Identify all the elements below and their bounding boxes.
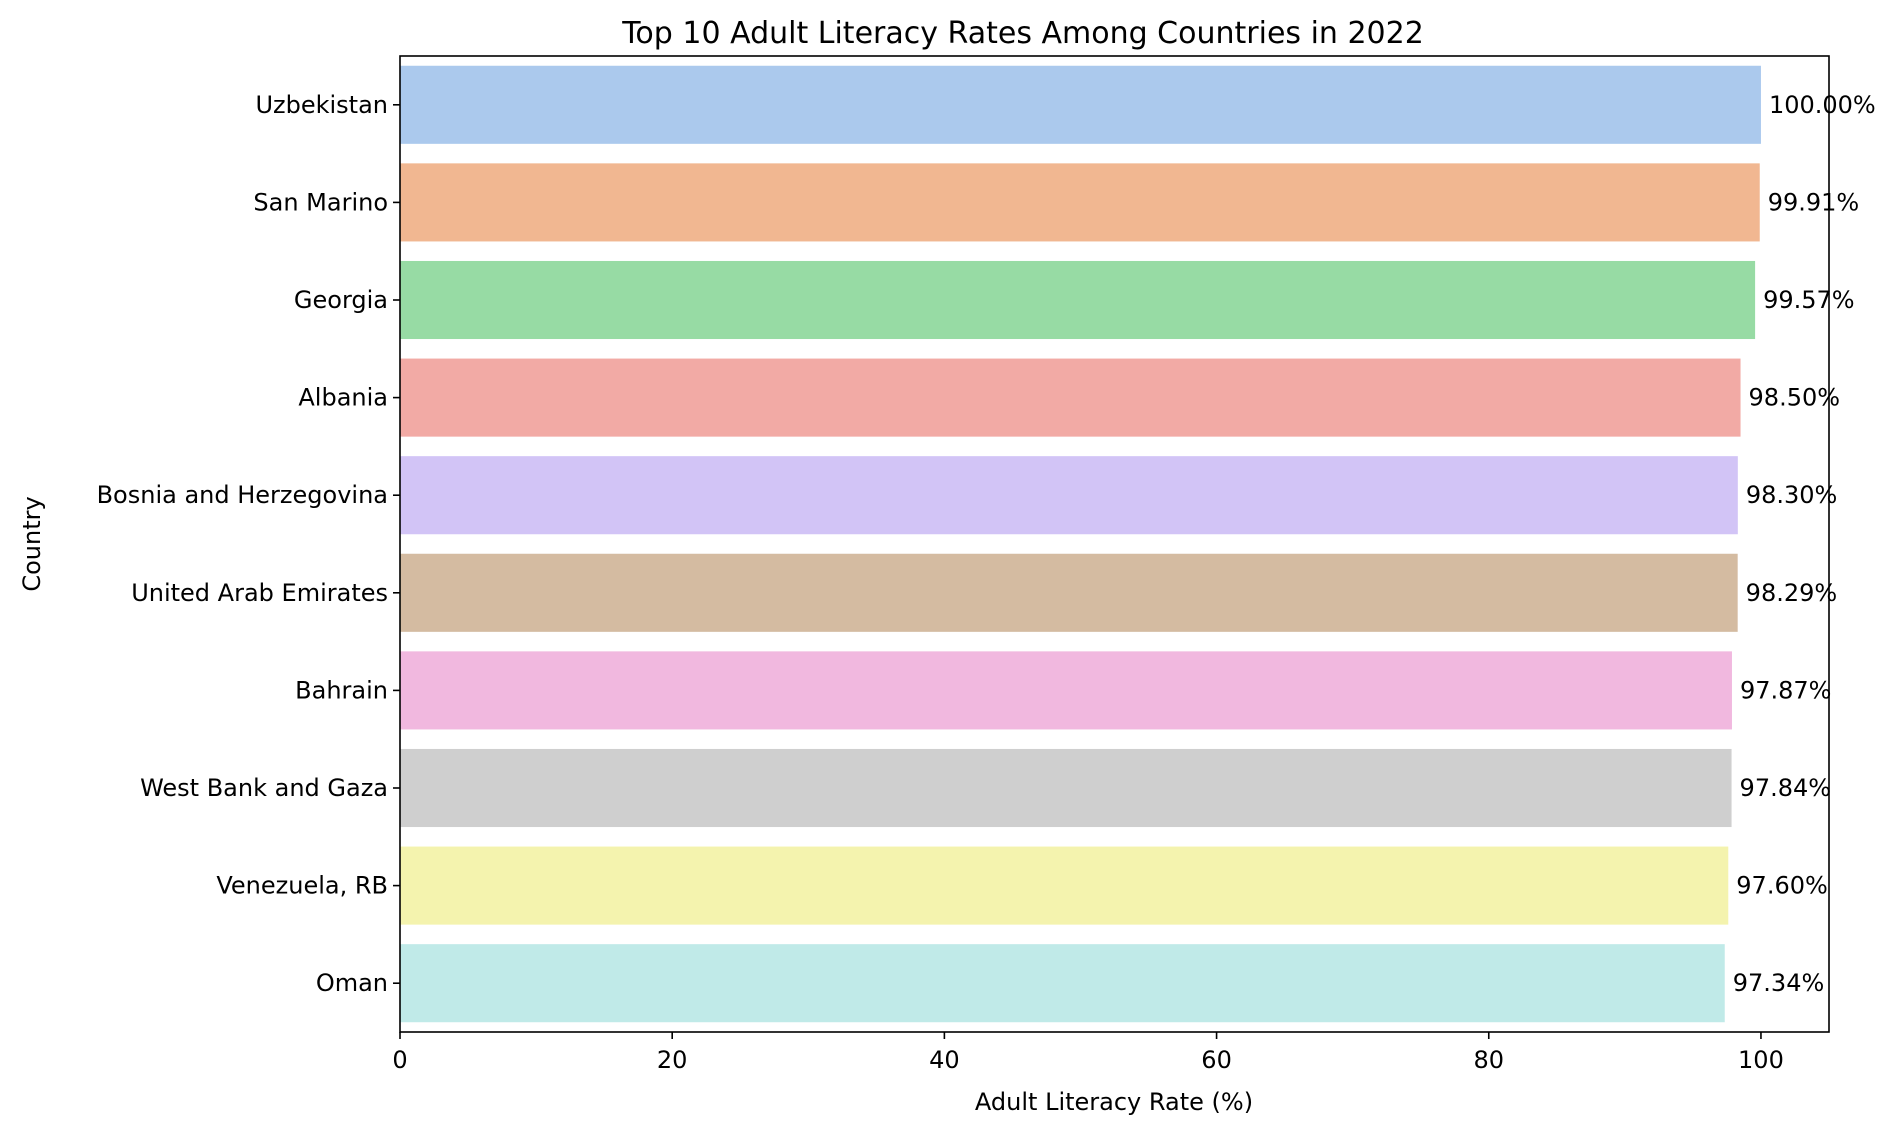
- data-label: 97.34%: [1733, 969, 1825, 997]
- x-ticks: 0 20 40 60 80 100: [392, 1032, 1784, 1074]
- data-label: 97.87%: [1740, 676, 1832, 704]
- bar-bahrain: [400, 651, 1732, 730]
- data-label: 99.91%: [1768, 188, 1860, 216]
- plot-frame: [399, 55, 1830, 1033]
- bar-georgia: [400, 260, 1756, 340]
- bars-group: [400, 65, 1761, 1023]
- x-tick-label: 0: [392, 1046, 407, 1074]
- x-tick-label: 60: [1201, 1046, 1232, 1074]
- y-tick-label: Uzbekistan: [255, 91, 388, 119]
- y-tick-label: San Marino: [253, 188, 388, 216]
- bar-bosnia-and-herzegovina: [400, 456, 1738, 535]
- y-tick-label: Bosnia and Herzegovina: [97, 481, 388, 509]
- bar-united-arab-emirates: [400, 553, 1738, 632]
- x-tick-label: 40: [929, 1046, 960, 1074]
- data-label: 98.50%: [1749, 384, 1841, 412]
- bar-oman: [400, 944, 1725, 1023]
- y-tick-label: Albania: [298, 384, 388, 412]
- x-tick-label: 20: [657, 1046, 688, 1074]
- data-label: 98.30%: [1746, 481, 1838, 509]
- data-label: 97.60%: [1736, 872, 1828, 900]
- y-tick-label: Oman: [316, 969, 388, 997]
- y-tick-label: Georgia: [294, 286, 388, 314]
- x-axis-label: Adult Literacy Rate (%): [975, 1088, 1253, 1116]
- bar-venezuela-rb: [400, 846, 1729, 925]
- y-axis-label: Country: [18, 496, 46, 591]
- data-label: 100.00%: [1769, 91, 1876, 119]
- bar-albania: [400, 358, 1741, 437]
- bar-west-bank-and-gaza: [400, 748, 1732, 828]
- data-labels: 100.00% 99.91% 99.57% 98.50% 98.30% 98.29% 97.…: [1733, 91, 1876, 997]
- bar-uzbekistan: [400, 65, 1761, 144]
- x-tick-label: 100: [1738, 1046, 1784, 1074]
- y-tick-label: Venezuela, RB: [216, 872, 388, 900]
- y-tick-label: West Bank and Gaza: [140, 774, 388, 802]
- y-tick-labels: Uzbekistan San Marino Georgia Albania Bosnia…: [97, 91, 400, 997]
- chart-title: Top 10 Adult Literacy Rates Among Countr…: [621, 16, 1424, 51]
- data-label: 98.29%: [1746, 579, 1838, 607]
- data-label: 97.84%: [1740, 774, 1832, 802]
- data-label: 99.57%: [1763, 286, 1855, 314]
- y-tick-label: United Arab Emirates: [131, 579, 388, 607]
- bar-san-marino: [400, 163, 1760, 242]
- y-tick-label: Bahrain: [295, 676, 388, 704]
- x-tick-label: 80: [1473, 1046, 1504, 1074]
